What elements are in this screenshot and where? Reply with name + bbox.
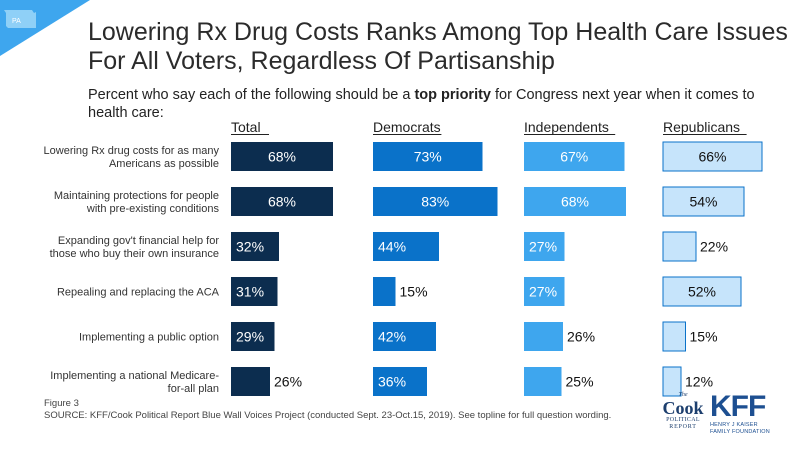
bar [231,142,333,171]
data-label: 26% [567,329,595,345]
data-label: 26% [274,374,302,390]
state-badge: PA [12,18,21,25]
data-label: 22% [700,239,728,255]
bar [524,322,563,351]
bar [231,187,333,216]
data-label: 12% [685,374,713,390]
bar [231,367,270,396]
series-header: Democrats [373,119,441,135]
bar [373,322,436,351]
category-label: Maintaining protections for people with p… [54,190,220,215]
category-label: Lowering Rx drug costs for as many Americ… [44,145,220,170]
data-label: 54% [689,194,717,210]
chart-subtitle: Percent who say each of the following sh… [88,86,788,122]
subtitle-post: for Congress next year when it comes to … [88,87,755,121]
bar [373,142,483,171]
source-note: SOURCE: KFF/Cook Political Report Blue W… [44,410,612,421]
bar [231,277,278,306]
data-label: 66% [698,149,726,165]
data-label: 52% [688,284,716,300]
category-label: Expanding gov't financial help for those … [50,235,220,260]
series-header: Total [231,119,261,135]
series-header: Republicans [663,119,740,135]
subtitle-pre: Percent who say each of the following sh… [88,87,415,103]
bar [662,186,745,217]
bar-chart: Lowering Rx drug costs for as many Americ… [44,119,763,397]
data-label: 67% [560,149,588,165]
series-header: Independents [524,119,609,135]
data-label: 27% [529,284,557,300]
chart-title: Lowering Rx Drug Costs Ranks Among Top H… [88,18,788,75]
data-label: 44% [378,239,406,255]
data-label: 15% [400,284,428,300]
data-label: 36% [378,374,406,390]
pennsylvania-state-icon: PA [0,0,90,56]
bar [373,232,439,261]
subtitle-bold: top priority [414,87,491,103]
category-label: Implementing a national Medicare-for-all… [50,370,219,395]
cook-political-report-logo: The Cook POLITICAL REPORT [662,392,704,430]
bar [662,276,742,307]
bar [373,277,396,306]
data-label: 15% [690,329,718,345]
bar [373,187,498,216]
data-label: 83% [421,194,449,210]
category-label: Implementing a public option [79,332,219,344]
bar [524,367,562,396]
bar [524,232,565,261]
data-label: 25% [566,374,594,390]
data-label: 42% [378,329,406,345]
bar [662,321,686,352]
logos: The Cook POLITICAL REPORT KFF HENRY J KA… [660,392,795,444]
category-label: Repealing and replacing the ACA [57,287,220,299]
kff-logo: KFF HENRY J KAISER FAMILY FOUNDATION [710,390,770,435]
bar [524,142,625,171]
bar [231,322,275,351]
bar [662,141,763,172]
data-label: 68% [268,194,296,210]
footer: Figure 3 SOURCE: KFF/Cook Political Repo… [44,398,611,422]
data-label: 73% [414,149,442,165]
data-label: 68% [561,194,589,210]
bar [524,277,565,306]
data-label: 31% [236,284,264,300]
bar [524,187,626,216]
bar [662,231,697,262]
bar [373,367,427,396]
figure-number: Figure 3 [44,398,79,409]
bar [662,366,682,397]
data-label: 32% [236,239,264,255]
bar [231,232,279,261]
data-label: 29% [236,329,264,345]
data-label: 68% [268,149,296,165]
data-label: 27% [529,239,557,255]
